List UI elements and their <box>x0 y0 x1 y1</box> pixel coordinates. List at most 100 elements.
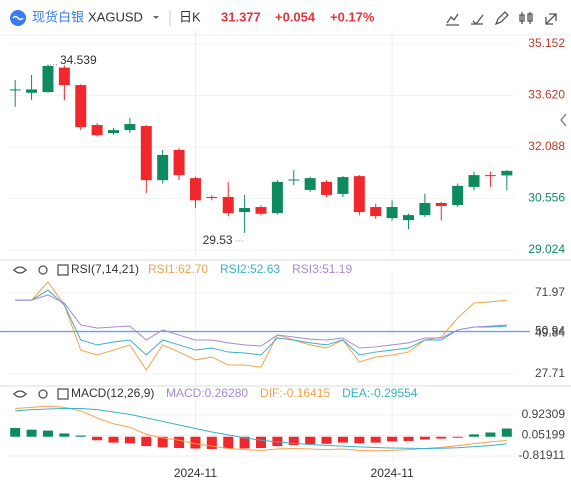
macd-bar <box>403 436 414 441</box>
candle-body <box>58 67 70 86</box>
candle-body <box>173 149 185 176</box>
candle-body <box>337 177 349 194</box>
macd-bar <box>469 434 480 437</box>
y-tick-label: 49.84 <box>535 326 565 340</box>
rsi-title: RSI(7,14,21) <box>71 262 139 276</box>
candle-body <box>9 89 21 91</box>
tool-fullscreen[interactable] <box>545 13 557 25</box>
legend-entry: MACD:0.26280 <box>166 386 248 400</box>
grid-icon[interactable] <box>57 264 69 276</box>
macd-bar <box>10 428 21 437</box>
gear-icon[interactable] <box>38 389 48 399</box>
candle-body <box>157 154 169 181</box>
macd-title: MACD(12,26,9) <box>71 386 154 400</box>
y-tick-label: 32.088 <box>528 139 565 153</box>
macd-bar <box>337 436 348 443</box>
header: 现货白银 XAGUSD 日K 31.377 +0.054 +0.17% <box>10 9 557 26</box>
candle-body <box>288 179 300 181</box>
macd-bar <box>141 436 152 447</box>
tool-pen[interactable] <box>494 11 509 26</box>
instrument-name[interactable]: 现货白银 <box>32 9 84 24</box>
macd-bar <box>174 436 185 449</box>
legend-entry: RSI3:51.19 <box>292 262 352 276</box>
candle-body <box>206 196 218 198</box>
legend-entry: RSI1:62.70 <box>148 262 208 276</box>
high-label: 34.539 <box>60 53 97 67</box>
candle-body <box>419 202 431 216</box>
period[interactable]: 日K <box>179 9 201 24</box>
candle-body <box>484 175 496 177</box>
y-tick-label: 30.556 <box>528 191 565 205</box>
legend-entry: DEA:-0.29554 <box>342 386 418 400</box>
indicator-line <box>15 407 507 449</box>
y-tick-label: 0.92309 <box>522 407 566 421</box>
macd-bar <box>436 436 447 439</box>
indicator-line <box>15 289 507 356</box>
y-tick-label: 71.97 <box>535 285 565 299</box>
candle-body <box>271 181 283 214</box>
macd-bar <box>190 436 201 449</box>
candle-body <box>304 178 316 190</box>
macd-bar <box>124 436 135 444</box>
eye-icon[interactable] <box>13 390 27 398</box>
price-change: +0.054 <box>275 9 316 24</box>
candle-body <box>42 65 54 93</box>
candle-body <box>140 126 152 181</box>
low-label: 29.53 <box>203 233 233 247</box>
candle-body <box>468 175 480 187</box>
macd-bar <box>206 436 217 449</box>
tool-draw[interactable] <box>471 14 484 25</box>
grid-icon[interactable] <box>57 388 69 400</box>
candle-body <box>435 202 447 207</box>
legend-entry: DIF:-0.16415 <box>260 386 330 400</box>
macd-bar <box>59 433 70 437</box>
price-change-pct: +0.17% <box>330 9 375 24</box>
scroll-left[interactable] <box>560 113 567 127</box>
candle-body <box>386 207 398 219</box>
macd-bar <box>239 436 250 449</box>
candle-body <box>91 125 103 136</box>
candle-body <box>189 178 201 201</box>
macd-bar <box>419 436 430 440</box>
candle-body <box>402 215 414 221</box>
candle-body <box>255 207 267 214</box>
y-tick-label: -0.81911 <box>519 448 566 462</box>
macd-bar <box>108 436 119 443</box>
macd-bar <box>288 436 299 445</box>
y-tick-label: 29.024 <box>528 242 565 256</box>
x-tick-label: 2024-11 <box>174 466 217 480</box>
macd-bar <box>157 436 168 448</box>
indicator-line <box>15 294 507 349</box>
macd-bar <box>92 436 103 441</box>
dropdown-arrow[interactable] <box>153 16 159 19</box>
macd-bar <box>501 428 512 437</box>
candle-body <box>321 181 333 195</box>
macd-bar <box>256 436 266 449</box>
candle-body <box>75 85 87 128</box>
candle-body <box>239 208 251 213</box>
macd-bar <box>387 436 398 442</box>
candle-body <box>222 196 234 214</box>
logo-wave <box>12 15 24 21</box>
candle-body <box>108 130 120 134</box>
eye-icon[interactable] <box>13 266 27 274</box>
instrument-symbol[interactable]: XAGUSD <box>88 9 143 24</box>
candle-body <box>501 170 513 176</box>
gear-icon[interactable] <box>38 265 48 275</box>
rsi-tools <box>13 264 69 276</box>
candle-body <box>353 176 365 213</box>
macd-bar <box>305 436 316 445</box>
tool-line[interactable] <box>446 13 459 26</box>
candle-body <box>370 207 382 217</box>
toolbar <box>446 11 557 26</box>
last-price: 31.377 <box>221 9 261 24</box>
macd-bar <box>485 432 496 437</box>
macd-bar <box>42 430 53 437</box>
macd-bar <box>370 436 381 443</box>
y-tick-label: 33.620 <box>528 88 565 102</box>
tool-candle[interactable] <box>519 12 533 24</box>
macd-bar <box>75 435 86 437</box>
y-tick-label: 35.152 <box>528 36 565 50</box>
macd-bar <box>26 429 37 437</box>
